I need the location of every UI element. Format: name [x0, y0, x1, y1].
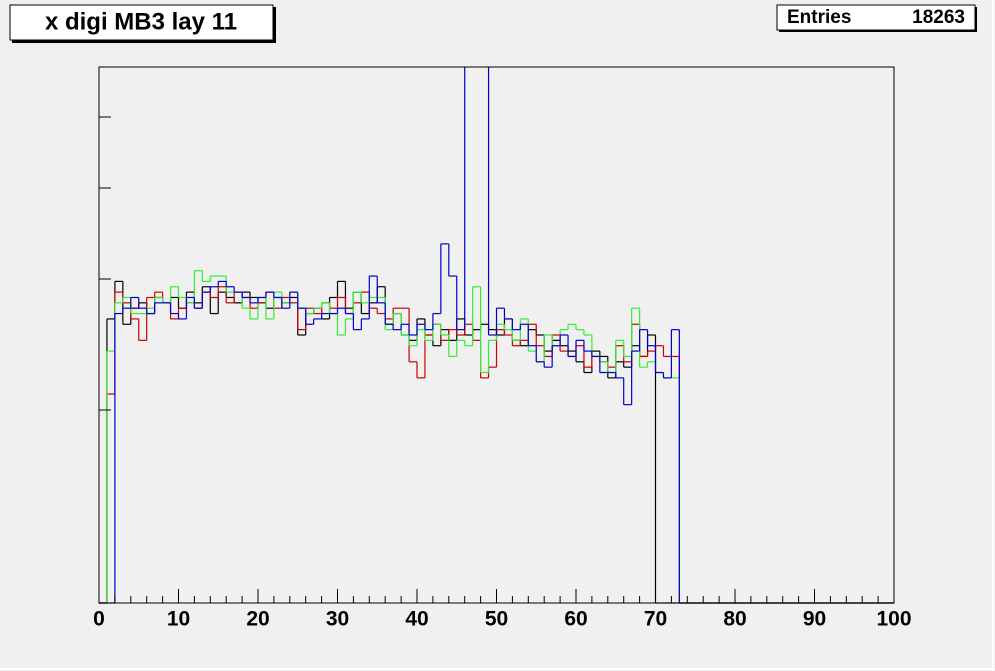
x-tick-label: 0	[93, 608, 105, 631]
x-tick-label: 50	[485, 608, 508, 631]
x-tick-label: 10	[167, 608, 190, 631]
stats-value: 18263	[912, 7, 965, 28]
title-shadow	[273, 7, 276, 42]
chart-title: x digi MB3 lay 11	[45, 8, 237, 35]
x-tick-label: 40	[405, 608, 428, 631]
x-tick-label: 20	[246, 608, 269, 631]
plot-area	[99, 67, 894, 604]
stats-shadow	[779, 30, 977, 32]
stats-shadow	[975, 7, 977, 32]
title-shadow	[12, 40, 276, 43]
stats-label: Entries	[787, 7, 851, 28]
x-tick-label: 80	[723, 608, 746, 631]
x-tick-label: 70	[644, 608, 667, 631]
x-tick-label: 90	[803, 608, 826, 631]
x-tick-label: 100	[876, 608, 911, 631]
x-tick-label: 60	[564, 608, 587, 631]
y-axis-ticks	[99, 116, 111, 411]
x-tick-label: 30	[326, 608, 349, 631]
title-box	[9, 4, 274, 41]
